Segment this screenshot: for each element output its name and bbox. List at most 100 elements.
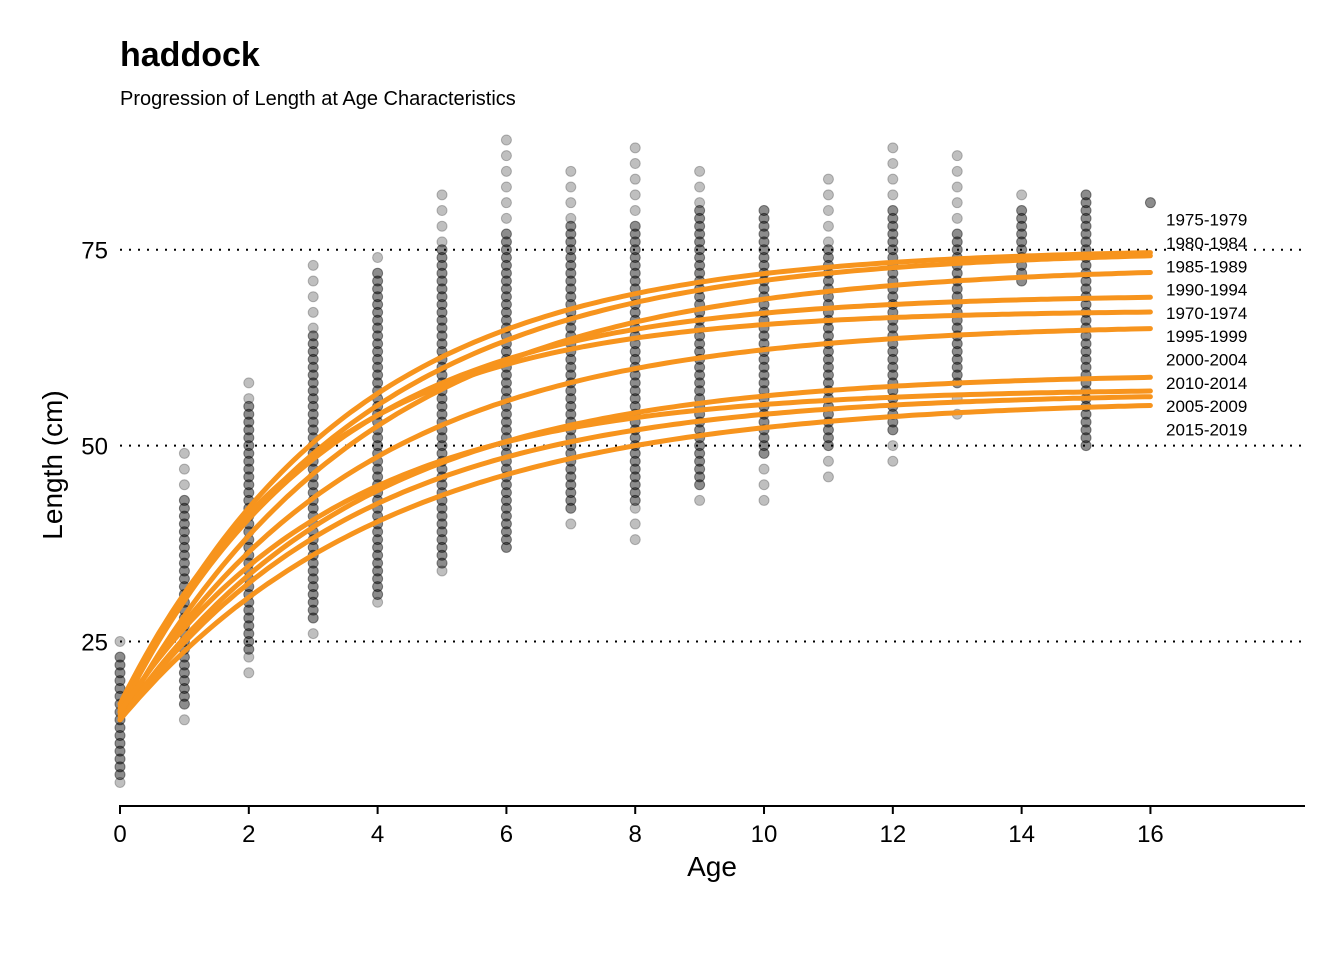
data-point bbox=[1080, 432, 1092, 444]
data-point bbox=[694, 479, 706, 491]
growth-curve bbox=[117, 403, 1153, 723]
data-point bbox=[951, 338, 963, 350]
series-label: 1975-1979 bbox=[1166, 211, 1247, 230]
data-point bbox=[565, 479, 577, 491]
data-point bbox=[629, 244, 641, 256]
data-point bbox=[951, 361, 963, 373]
data-point bbox=[436, 432, 448, 444]
data-point bbox=[178, 557, 190, 569]
data-point bbox=[500, 259, 512, 271]
data-point bbox=[565, 181, 577, 193]
series-labels: 1975-1979 1980-1984 1985-1989 1990-1994 1970… bbox=[1166, 211, 1247, 440]
data-point bbox=[307, 596, 319, 608]
data-point bbox=[1016, 228, 1028, 240]
data-point bbox=[307, 400, 319, 412]
data-point bbox=[629, 455, 641, 467]
data-point bbox=[372, 322, 384, 334]
data-point bbox=[500, 377, 512, 389]
data-point bbox=[243, 377, 255, 389]
data-point bbox=[500, 267, 512, 279]
data-point bbox=[887, 158, 899, 170]
data-point bbox=[178, 690, 190, 702]
data-point bbox=[500, 181, 512, 193]
data-point bbox=[694, 244, 706, 256]
data-point bbox=[243, 416, 255, 428]
data-point bbox=[114, 635, 126, 647]
data-point bbox=[178, 573, 190, 585]
data-point bbox=[1080, 236, 1092, 248]
data-point bbox=[822, 173, 834, 185]
data-point bbox=[436, 189, 448, 201]
x-tick-label: 14 bbox=[1008, 821, 1035, 848]
data-point bbox=[178, 447, 190, 459]
data-point bbox=[822, 377, 834, 389]
x-tick-label: 4 bbox=[371, 821, 384, 848]
data-point bbox=[307, 557, 319, 569]
data-point bbox=[565, 353, 577, 365]
data-point bbox=[500, 244, 512, 256]
data-point bbox=[694, 212, 706, 224]
data-point bbox=[372, 549, 384, 561]
data-point bbox=[436, 510, 448, 522]
data-point bbox=[565, 518, 577, 530]
data-point bbox=[243, 393, 255, 405]
data-point bbox=[694, 455, 706, 467]
data-point bbox=[372, 432, 384, 444]
data-point bbox=[629, 463, 641, 475]
data-point bbox=[1016, 212, 1028, 224]
data-point bbox=[887, 189, 899, 201]
data-point bbox=[758, 283, 770, 295]
data-point bbox=[500, 228, 512, 240]
data-point bbox=[372, 565, 384, 577]
data-point bbox=[307, 369, 319, 381]
data-point bbox=[694, 181, 706, 193]
x-tick-label: 6 bbox=[500, 821, 513, 848]
growth-curve bbox=[117, 394, 1153, 723]
data-point bbox=[951, 165, 963, 177]
data-point bbox=[372, 291, 384, 303]
series-label: 1990-1994 bbox=[1166, 281, 1247, 300]
data-point bbox=[372, 306, 384, 318]
data-point bbox=[822, 330, 834, 342]
data-point bbox=[1080, 220, 1092, 232]
data-point bbox=[629, 259, 641, 271]
data-point bbox=[822, 252, 834, 264]
data-point bbox=[629, 432, 641, 444]
data-point bbox=[307, 353, 319, 365]
data-point bbox=[436, 252, 448, 264]
data-point bbox=[436, 299, 448, 311]
data-point bbox=[178, 479, 190, 491]
data-point bbox=[178, 534, 190, 546]
data-point bbox=[822, 220, 834, 232]
data-point bbox=[565, 212, 577, 224]
data-point bbox=[372, 252, 384, 264]
data-point bbox=[758, 212, 770, 224]
data-point bbox=[243, 447, 255, 459]
data-point bbox=[436, 526, 448, 538]
data-point bbox=[629, 393, 641, 405]
data-point bbox=[565, 228, 577, 240]
growth-curve bbox=[117, 309, 1153, 707]
data-point bbox=[114, 737, 126, 749]
data-point bbox=[822, 361, 834, 373]
data-point bbox=[436, 283, 448, 295]
data-point bbox=[629, 385, 641, 397]
data-point bbox=[1080, 283, 1092, 295]
x-tick-label: 16 bbox=[1137, 821, 1164, 848]
data-point bbox=[951, 212, 963, 224]
data-point bbox=[178, 667, 190, 679]
data-point bbox=[178, 565, 190, 577]
data-point bbox=[694, 236, 706, 248]
data-point bbox=[758, 330, 770, 342]
data-point bbox=[114, 667, 126, 679]
data-point bbox=[565, 393, 577, 405]
series-label: 2010-2014 bbox=[1166, 374, 1247, 393]
data-point bbox=[822, 353, 834, 365]
series-label: 1995-1999 bbox=[1166, 327, 1247, 346]
data-point bbox=[951, 346, 963, 358]
data-point bbox=[436, 267, 448, 279]
data-point bbox=[694, 338, 706, 350]
data-point bbox=[178, 526, 190, 538]
data-point bbox=[1080, 228, 1092, 240]
data-point bbox=[178, 675, 190, 687]
